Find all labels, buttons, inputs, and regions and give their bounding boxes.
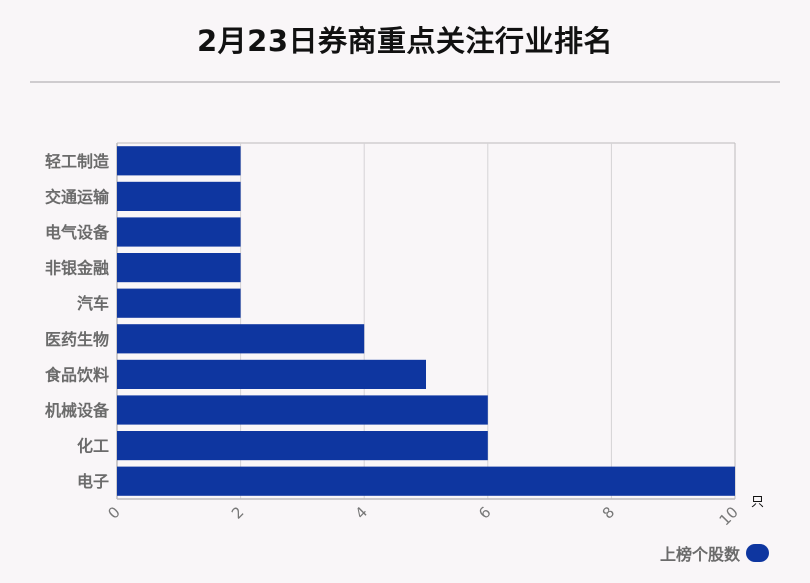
x-tick-label: 4 bbox=[352, 503, 371, 522]
bar[interactable] bbox=[117, 324, 365, 354]
bar[interactable] bbox=[117, 253, 241, 283]
x-tick-label: 8 bbox=[599, 503, 618, 522]
bar[interactable] bbox=[117, 288, 241, 318]
x-tick-label: 0 bbox=[104, 503, 123, 522]
legend[interactable]: 上榜个股数 bbox=[660, 541, 769, 565]
bar[interactable] bbox=[117, 217, 241, 247]
legend-label: 上榜个股数 bbox=[659, 545, 740, 564]
category-label: 非银金融 bbox=[45, 259, 109, 278]
x-tick-label: 6 bbox=[475, 503, 494, 522]
bar[interactable] bbox=[117, 359, 426, 389]
bar[interactable] bbox=[117, 466, 735, 496]
category-label: 化工 bbox=[77, 437, 109, 456]
title-divider bbox=[30, 81, 780, 83]
category-label: 交通运输 bbox=[45, 187, 110, 206]
category-label: 汽车 bbox=[77, 294, 109, 313]
x-unit-label: 只 bbox=[751, 495, 764, 510]
legend-swatch-icon bbox=[746, 544, 769, 562]
bars bbox=[117, 146, 735, 496]
bar[interactable] bbox=[117, 181, 241, 211]
category-label: 医药生物 bbox=[45, 330, 109, 349]
category-label: 电气设备 bbox=[45, 223, 110, 242]
category-label: 电子 bbox=[77, 472, 109, 491]
category-label: 机械设备 bbox=[45, 401, 110, 420]
bar[interactable] bbox=[117, 395, 488, 425]
bar[interactable] bbox=[117, 146, 241, 176]
category-label: 食品饮料 bbox=[44, 365, 109, 384]
chart-title: 2月23日券商重点关注行业排名 bbox=[196, 24, 614, 58]
bar[interactable] bbox=[117, 431, 488, 461]
x-tick-label: 2 bbox=[228, 503, 247, 522]
category-label: 轻工制造 bbox=[45, 152, 110, 171]
x-tick-label: 10 bbox=[716, 503, 742, 529]
x-tick-labels: 0 2 4 6 8 10 bbox=[104, 503, 741, 529]
